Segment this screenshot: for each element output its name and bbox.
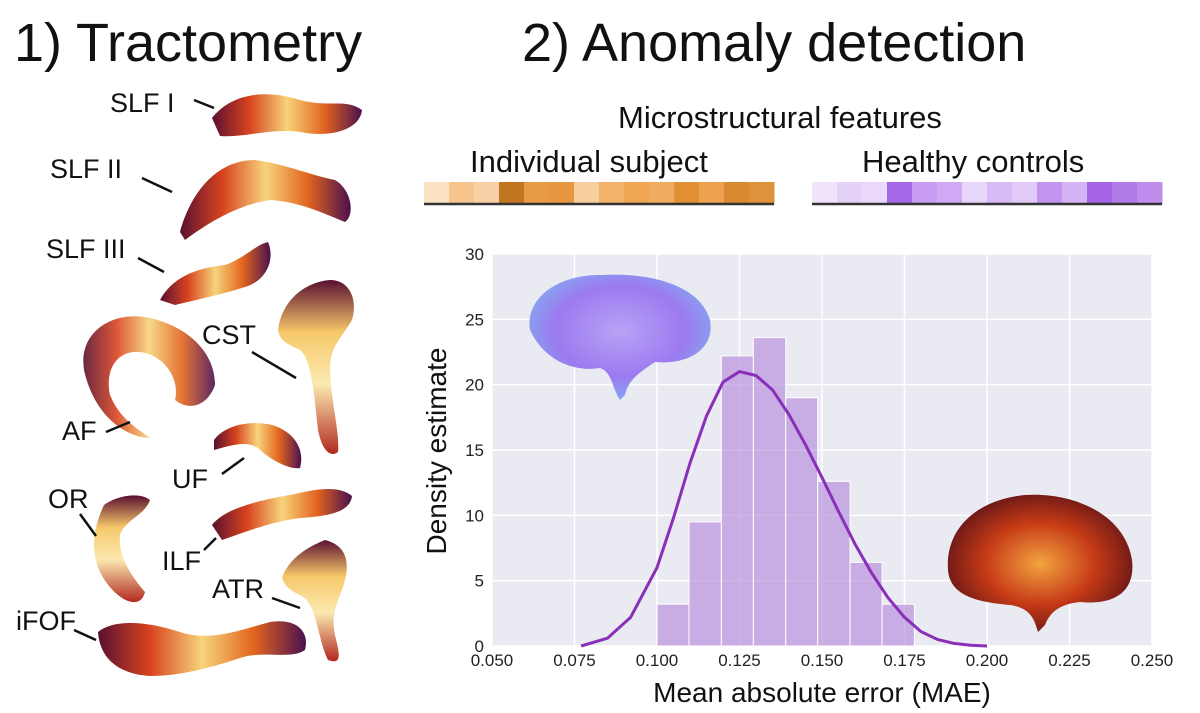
healthy-feature-cell	[1037, 182, 1063, 204]
healthy-controls-feature-bar	[812, 182, 1163, 206]
healthy-feature-cell	[862, 182, 888, 204]
leader-slf3	[137, 256, 165, 274]
x-tick-label: 0.075	[553, 651, 596, 670]
y-tick-label: 0	[475, 637, 484, 656]
tract-label-atr: ATR	[212, 574, 264, 604]
y-tick-label: 25	[465, 310, 484, 329]
healthy-feature-cell	[912, 182, 938, 204]
tract-label-slf3: SLF III	[46, 234, 126, 264]
individual-feature-cell	[474, 182, 500, 204]
individual-feature-cell	[699, 182, 725, 204]
tract-ilf-bundle	[212, 489, 352, 540]
tract-uf-bundle	[214, 423, 302, 469]
healthy-feature-cell	[962, 182, 988, 204]
individual-feature-cell	[574, 182, 600, 204]
y-tick-label: 5	[475, 572, 484, 591]
tract-label-uf: UF	[172, 464, 208, 494]
healthy-feature-cell	[812, 182, 838, 204]
healthy-feature-cell	[1112, 182, 1138, 204]
tract-slf3-bundle	[160, 242, 271, 305]
tract-atr-bundle	[282, 540, 347, 662]
histogram-bar	[688, 521, 722, 647]
individual-feature-cell	[749, 182, 775, 204]
tract-label-or: OR	[48, 484, 89, 514]
y-tick-labels: 0 5 10 15 20 25 30	[465, 245, 484, 656]
individual-feature-cell	[499, 182, 525, 204]
y-tick-label: 30	[465, 245, 484, 264]
x-tick-label: 0.250	[1131, 651, 1174, 670]
individual-feature-cell	[724, 182, 750, 204]
leader-atr	[271, 596, 301, 610]
x-tick-label: 0.100	[636, 651, 679, 670]
x-tick-label: 0.225	[1048, 651, 1091, 670]
tract-ifof-bundle	[98, 621, 306, 676]
healthy-feature-cell	[1012, 182, 1038, 204]
tract-label-ifof: iFOF	[16, 606, 76, 636]
individual-subject-label: Individual subject	[470, 144, 708, 179]
individual-subject-feature-bar	[424, 182, 775, 206]
histogram-bar	[817, 480, 851, 647]
subject-brain-image	[947, 494, 1133, 632]
x-tick-label: 0.200	[966, 651, 1009, 670]
individual-feature-cell	[549, 182, 575, 204]
leader-af	[105, 420, 131, 434]
individual-feature-cell	[424, 182, 450, 204]
x-tick-labels: 0.050 0.075 0.100 0.125 0.150 0.175 0.200 0.225…	[471, 651, 1174, 670]
individual-feature-cell	[649, 182, 675, 204]
tract-label-slf2: SLF II	[50, 154, 123, 184]
healthy-feature-cell	[987, 182, 1013, 204]
tractometry-heading: 1) Tractometry	[14, 13, 363, 73]
anomaly-detection-heading: 2) Anomaly detection	[522, 13, 1027, 73]
x-tick-label: 0.125	[718, 651, 761, 670]
tract-cst-bundle	[278, 280, 354, 454]
tract-label-af: AF	[62, 416, 97, 446]
leader-cst	[251, 350, 297, 380]
healthy-feature-cell	[1087, 182, 1113, 204]
leader-slf1	[193, 98, 215, 110]
healthy-controls-label: Healthy controls	[862, 144, 1085, 179]
tract-label-ilf: ILF	[162, 546, 202, 576]
x-tick-label: 0.050	[471, 651, 514, 670]
features-title: Microstructural features	[618, 100, 942, 135]
histogram-bars	[656, 337, 915, 647]
leader-uf	[221, 456, 245, 476]
healthy-feature-cell	[1137, 182, 1163, 204]
kde-curve	[580, 369, 988, 648]
healthy-feature-cell	[1062, 182, 1088, 204]
individual-feature-cell	[599, 182, 625, 204]
tract-or-bundle	[94, 495, 150, 603]
individual-feature-cell	[624, 182, 650, 204]
individual-feature-cell	[524, 182, 550, 204]
tract-leader-lines	[73, 98, 301, 642]
histogram-bar	[752, 337, 787, 647]
x-axis-label: Mean absolute error (MAE)	[653, 677, 991, 708]
y-tick-label: 15	[465, 441, 484, 460]
histogram-bar	[720, 355, 754, 647]
tract-slf1-bundle	[212, 94, 362, 137]
leader-or	[78, 513, 98, 537]
individual-feature-cell	[674, 182, 700, 204]
tract-af-bundle	[83, 316, 215, 438]
histogram-bar	[849, 561, 883, 647]
leader-ilf	[203, 537, 217, 551]
healthy-feature-cell	[937, 182, 963, 204]
x-tick-label: 0.175	[883, 651, 926, 670]
leader-slf2	[141, 176, 173, 194]
leader-ifof	[73, 628, 97, 642]
tract-label-cst: CST	[202, 320, 256, 350]
healthy-feature-cell	[837, 182, 863, 204]
y-tick-label: 10	[465, 506, 484, 525]
healthy-feature-cell	[887, 182, 913, 204]
healthy-brain-image	[529, 274, 711, 400]
histogram-bar	[656, 603, 690, 647]
y-tick-label: 20	[465, 376, 484, 395]
individual-feature-cell	[449, 182, 475, 204]
x-tick-label: 0.150	[801, 651, 844, 670]
y-axis-label: Density estimate	[421, 348, 452, 555]
tract-slf2-bundle	[180, 160, 351, 240]
tract-label-slf1: SLF I	[110, 88, 175, 118]
